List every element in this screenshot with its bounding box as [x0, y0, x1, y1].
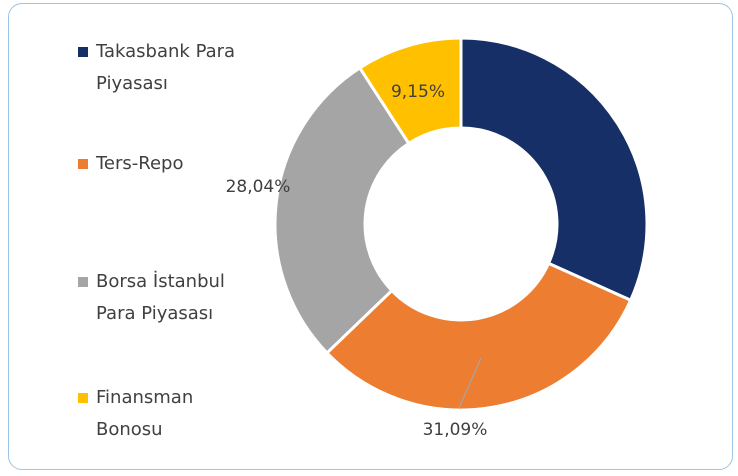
legend-label: Takasbank Para Piyasası [96, 41, 236, 94]
legend-item: Ters-Repo [78, 148, 258, 180]
leader-line [458, 357, 482, 409]
legend-label: Ters-Repo [96, 153, 184, 174]
donut-slice [273, 65, 411, 356]
data-label: 31,09% [423, 420, 488, 440]
donut-slice [324, 261, 633, 412]
legend-item: Finansman Bonosu [78, 382, 258, 446]
legend-item: Borsa İstanbul Para Piyasası [78, 266, 258, 330]
legend-swatch [78, 277, 88, 287]
data-label: 28,04% [226, 177, 291, 197]
legend-swatch [78, 159, 88, 169]
legend-swatch [78, 393, 88, 403]
legend-label: Borsa İstanbul Para Piyasası [96, 271, 225, 324]
legend-label: Finansman Bonosu [96, 387, 194, 440]
donut-slice [357, 36, 463, 146]
data-label: 31,72% [468, 52, 533, 72]
data-label: 9,15% [391, 82, 445, 102]
legend-swatch [78, 47, 88, 57]
legend-item: Takasbank Para Piyasası [78, 36, 258, 100]
donut-slice [459, 36, 649, 303]
